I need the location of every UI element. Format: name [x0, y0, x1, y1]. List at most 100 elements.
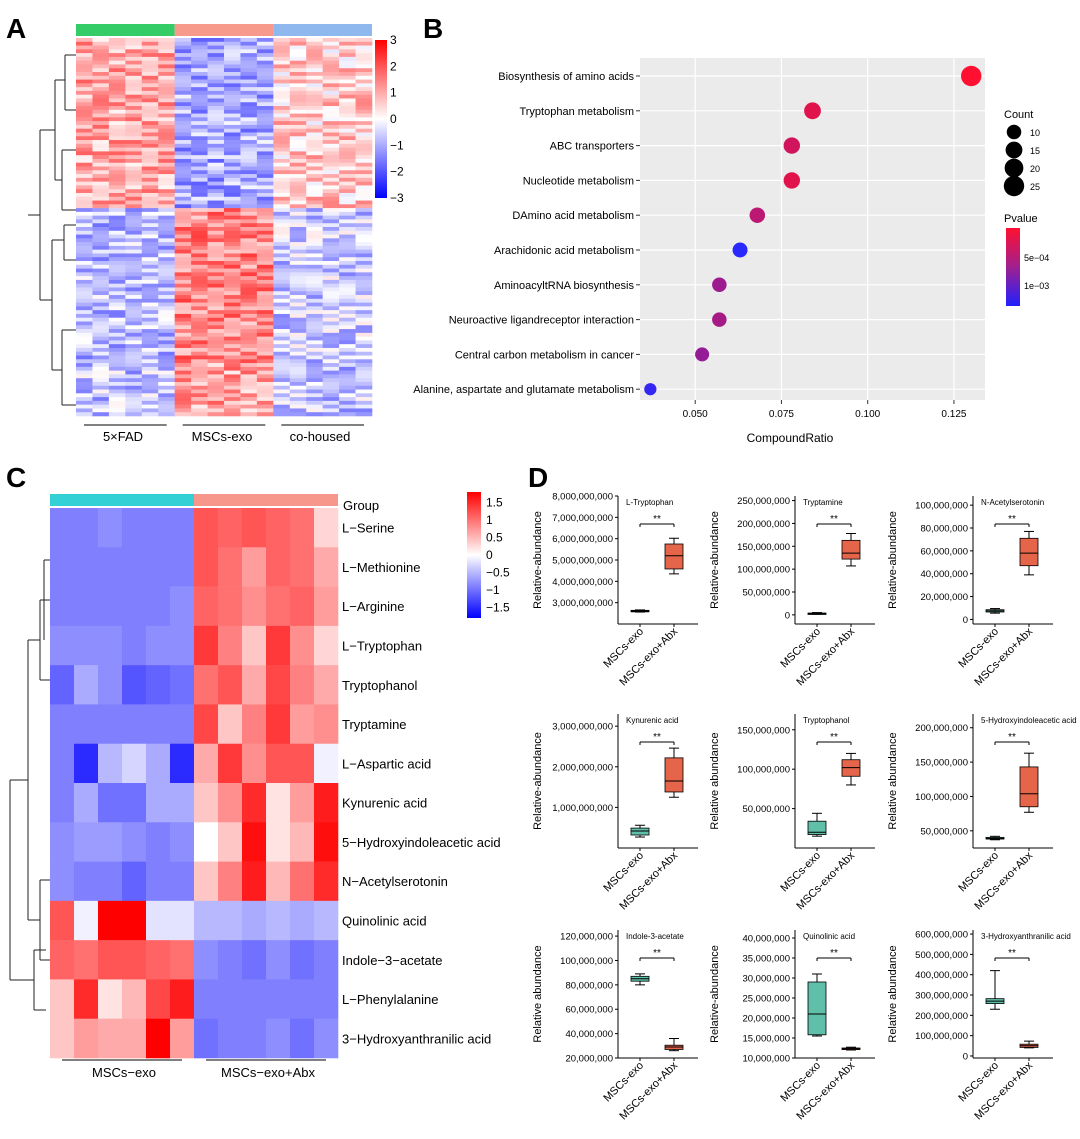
panel-a-cell: [191, 238, 208, 243]
panel-a-cell: [322, 381, 340, 387]
panel-a-cell: [355, 192, 373, 198]
panel-a-cell: [273, 132, 291, 137]
panel-a-cell: [174, 351, 192, 356]
panel-b-x-ticks: 0.050 0.075 0.100 0.125: [683, 400, 967, 420]
panel-c-legend-tick: 0.5: [486, 531, 503, 545]
panel-a-cell: [207, 389, 225, 394]
panel-c-cell: [266, 1018, 291, 1059]
panel-a-cell: [174, 113, 192, 118]
panel-a-cell: [322, 49, 340, 54]
panel-a-cell: [108, 170, 126, 175]
panel-a-cell: [322, 272, 340, 277]
panel-a-cell: [191, 287, 208, 292]
panel-a-cell: [339, 245, 356, 250]
panel-a-cell: [76, 412, 93, 417]
panel-a-cell: [224, 378, 241, 383]
panel-a-cell: [306, 347, 323, 353]
panel-a-cell: [339, 189, 356, 194]
panel-a-cell: [306, 117, 323, 122]
panel-a-cell: [273, 124, 291, 130]
panel-a-cell: [108, 147, 126, 152]
panel-a-cell: [191, 38, 208, 43]
panel-c-cell: [74, 508, 99, 548]
panel-a-cell: [174, 192, 192, 198]
panel-c-cell: [50, 625, 75, 666]
panel-a-cell: [125, 389, 143, 394]
panel-a-cell: [207, 41, 225, 46]
panel-a-cell: [174, 381, 192, 387]
panel-a-cell: [339, 332, 356, 337]
panel-c-legend-tick: −1.5: [486, 601, 510, 615]
panel-a-cell: [256, 170, 274, 175]
panel-a-cell: [339, 192, 356, 198]
panel-a-cell: [339, 79, 356, 84]
panel-a-cell: [174, 189, 192, 194]
panel-a-cell: [273, 177, 291, 182]
panel-a-cell: [141, 397, 159, 402]
panel-a-cell: [174, 162, 192, 167]
panel-a-cell: [158, 347, 175, 353]
panel-a-cell: [355, 313, 373, 319]
panel-c-cell: [74, 1018, 99, 1059]
panel-a-cell: [92, 412, 110, 417]
panel-c-cell: [290, 625, 315, 666]
panel-a-cell: [92, 204, 110, 209]
panel-a-cell: [174, 385, 192, 390]
panel-b-point: [783, 172, 800, 189]
panel-c-cell: [242, 1018, 267, 1059]
panel-a-cell: [339, 310, 356, 315]
panel-d-box: [664, 757, 684, 793]
panel-a-cell: [273, 249, 291, 254]
panel-c-cell: [290, 1018, 315, 1059]
panel-a-cell: [322, 83, 340, 88]
panel-a-cell: [273, 287, 291, 292]
panel-b-size-legend-title: Count: [1004, 109, 1033, 121]
panel-a-cell: [289, 189, 307, 194]
panel-a-cell: [92, 230, 110, 235]
panel-a-cell: [224, 60, 241, 65]
panel-a-cell: [256, 155, 274, 160]
panel-a-cell: [306, 291, 323, 296]
panel-a-cell: [108, 166, 126, 171]
panel-d-subplot: 050,000,000100,000,000150,000,000200,000…: [709, 496, 875, 688]
panel-a-cell: [76, 102, 93, 107]
panel-a-cell: [108, 215, 126, 220]
panel-a-cell: [240, 347, 258, 353]
panel-d-y-tick-label: 200,000,000: [737, 519, 790, 530]
panel-c-cell: [146, 547, 171, 587]
panel-a-cell: [141, 94, 159, 99]
panel-a-cell: [108, 87, 126, 92]
panel-c-cell: [314, 743, 339, 784]
panel-a-cell: [355, 196, 373, 201]
panel-a-cell: [191, 106, 208, 111]
panel-a-cell: [355, 147, 373, 152]
panel-a-cell: [339, 75, 356, 80]
panel-b-category-label: DAmino acid metabolism: [512, 210, 634, 222]
panel-a-cell: [125, 332, 143, 337]
panel-a-cell: [141, 53, 159, 58]
panel-a-legend-tick: −1: [390, 138, 404, 152]
panel-a-cell: [339, 287, 356, 292]
panel-a-cell: [339, 230, 356, 235]
panel-a-cell: [273, 272, 291, 277]
panel-a-cell: [339, 121, 356, 126]
panel-a-cell: [174, 132, 192, 137]
panel-a-cell: [92, 75, 110, 80]
panel-a-cell: [224, 38, 241, 43]
panel-d-y-tick-label: 7,000,000,000: [552, 513, 613, 524]
panel-a-cell: [108, 140, 126, 145]
panel-a-cell: [125, 109, 143, 114]
panel-a-cell: [256, 94, 274, 99]
panel-d-boxplots: 3,000,000,0004,000,000,0005,000,000,0006…: [532, 492, 1077, 1123]
panel-c-cell: [98, 743, 123, 784]
panel-d-x-tick-label: MSCs-exo+Abx: [794, 625, 857, 688]
panel-a-cell: [289, 128, 307, 133]
panel-a-cell: [207, 291, 225, 296]
panel-a-cell: [355, 397, 373, 402]
panel-a-cell: [355, 253, 373, 258]
panel-a-cell: [339, 170, 356, 175]
panel-a-cell: [191, 306, 208, 311]
panel-a-cell: [174, 310, 192, 315]
panel-a-cell: [322, 151, 340, 156]
panel-a-cell: [355, 317, 373, 322]
